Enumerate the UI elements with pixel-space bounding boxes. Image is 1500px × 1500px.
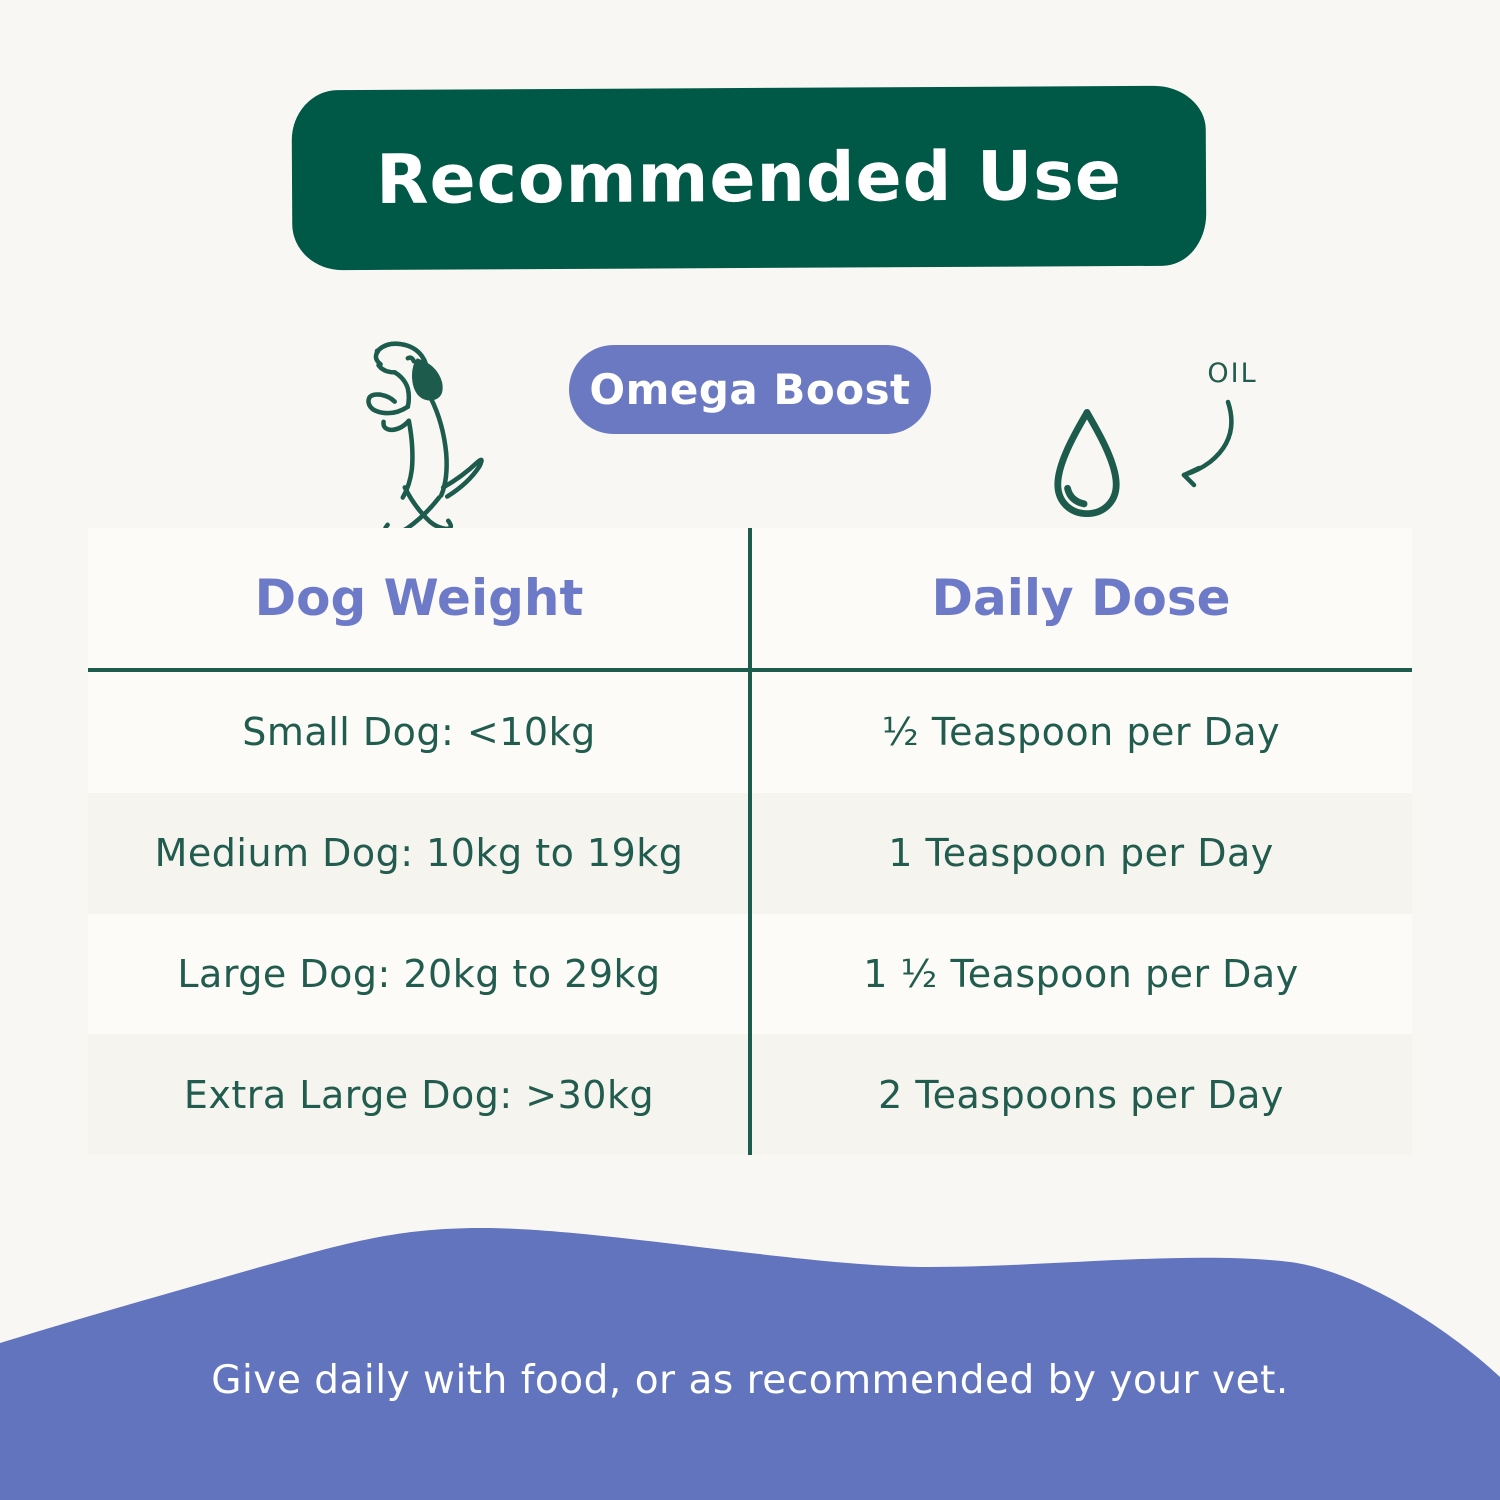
footer-note: Give daily with food, or as recommended … bbox=[211, 1358, 1289, 1403]
daily-dose-cell: 1 ½ Teaspoon per Day bbox=[863, 951, 1299, 996]
table-vertical-divider bbox=[748, 528, 752, 1155]
table-row: Small Dog: <10kg ½ Teaspoon per Day bbox=[88, 672, 1412, 793]
dachshund-icon bbox=[366, 341, 484, 536]
dog-weight-cell: Medium Dog: 10kg to 19kg bbox=[154, 831, 684, 876]
header-banner: Recommended Use bbox=[291, 85, 1207, 271]
dosage-table: Dog Weight Daily Dose Small Dog: <10kg ½… bbox=[88, 528, 1412, 1155]
dog-weight-cell: Small Dog: <10kg bbox=[242, 710, 596, 755]
daily-dose-cell: 1 Teaspoon per Day bbox=[888, 831, 1274, 876]
dog-weight-cell: Extra Large Dog: >30kg bbox=[183, 1072, 655, 1117]
product-badge-label: Omega Boost bbox=[589, 365, 911, 414]
daily-dose-cell: 2 Teaspoons per Day bbox=[878, 1072, 1284, 1117]
table-header-row: Dog Weight Daily Dose bbox=[88, 528, 1412, 668]
column-header-daily-dose: Daily Dose bbox=[931, 569, 1231, 627]
page-title: Recommended Use bbox=[375, 136, 1123, 220]
table-row: Large Dog: 20kg to 29kg 1 ½ Teaspoon per… bbox=[88, 914, 1412, 1035]
footer-wave bbox=[0, 1180, 1500, 1500]
oil-drop-icon bbox=[1050, 406, 1124, 520]
daily-dose-cell: ½ Teaspoon per Day bbox=[881, 710, 1281, 755]
column-header-dog-weight: Dog Weight bbox=[254, 569, 584, 627]
oil-label: OIL bbox=[1207, 358, 1258, 389]
dog-illustration bbox=[350, 334, 502, 546]
dog-weight-cell: Large Dog: 20kg to 29kg bbox=[177, 951, 661, 996]
product-badge: Omega Boost bbox=[569, 345, 931, 434]
curved-arrow-icon bbox=[1142, 398, 1242, 490]
